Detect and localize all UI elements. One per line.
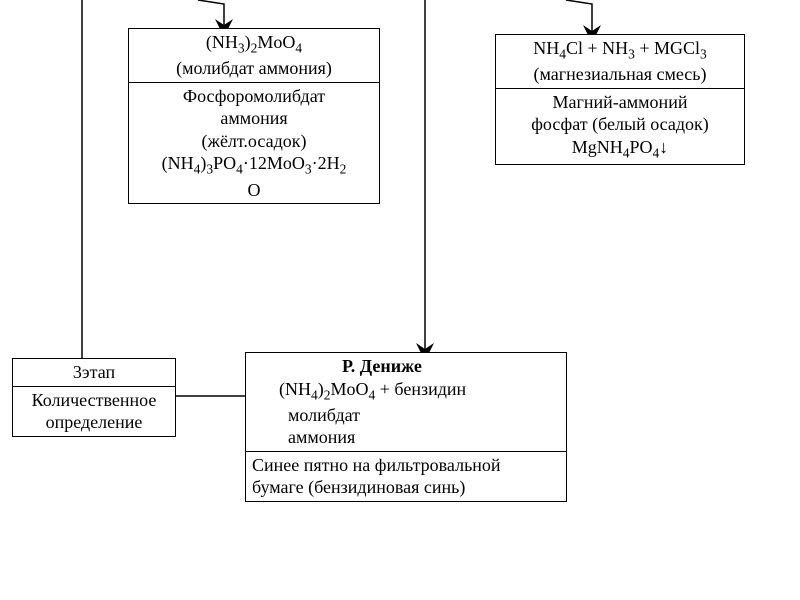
denige-line: Р. Дениже [252,356,422,376]
denige-section-1: Синее пятно на фильтровальнойбумаге (бен… [246,451,566,501]
stage3-section-0: 3этап [13,359,175,386]
left-section-0: (NH3)2MoO4 (молибдат аммония) [129,29,379,82]
right-line: (магнезиальная смесь) [534,64,707,84]
left-line: Фосфоромолибдат [183,86,325,106]
box-molybdate-ammonium: (NH3)2MoO4 (молибдат аммония) Фосфоромолиб… [128,28,380,204]
left-line: (NH3)2MoO4 [206,32,302,52]
left-line: аммония [220,108,287,128]
denige-line: (NH4)2MoO4 + бензидин [252,379,466,399]
arrow-top-to-right [566,0,592,34]
denige-line: молибдат [252,405,360,425]
right-section-0: NH4Cl + NH3 + MGCl3 (магнезиальная смесь) [496,35,744,88]
denige-section-0: Р. Дениже (NH4)2MoO4 + бензидин молибдат… [246,353,566,451]
left-line: (NH4)3PO4·12MoO3·2H2 [162,153,347,173]
arrow-top-to-left [198,0,224,28]
box-stage-3: 3этап Количественноеопределение [12,358,176,437]
denige-line: бумаге (бензидиновая синь) [252,477,465,497]
stage3-line: определение [46,412,143,432]
right-line: MgNH4PO4↓ [572,137,669,157]
right-line: Магний-аммоний [553,92,688,112]
left-section-1: Фосфоромолибдатаммония (жёлт.осадок)(NH4)… [129,82,379,203]
denige-line: аммония [252,427,355,447]
left-line: (жёлт.осадок) [202,131,307,151]
denige-line: Синее пятно на фильтровальной [252,455,501,475]
right-line: фосфат (белый осадок) [531,114,709,134]
left-line: (молибдат аммония) [176,58,332,78]
box-magnesia-mixture: NH4Cl + NH3 + MGCl3 (магнезиальная смесь)… [495,34,745,165]
left-line: O [248,180,261,200]
stage3-line: 3этап [73,362,115,382]
stage3-line: Количественное [32,390,157,410]
right-line: NH4Cl + NH3 + MGCl3 [533,38,707,58]
box-denige-reaction: Р. Дениже (NH4)2MoO4 + бензидин молибдат… [245,352,567,502]
canvas: (NH3)2MoO4 (молибдат аммония) Фосфоромолиб… [0,0,800,600]
right-section-1: Магний-аммонийфосфат (белый осадок) MgNH4… [496,88,744,164]
stage3-section-1: Количественноеопределение [13,386,175,436]
